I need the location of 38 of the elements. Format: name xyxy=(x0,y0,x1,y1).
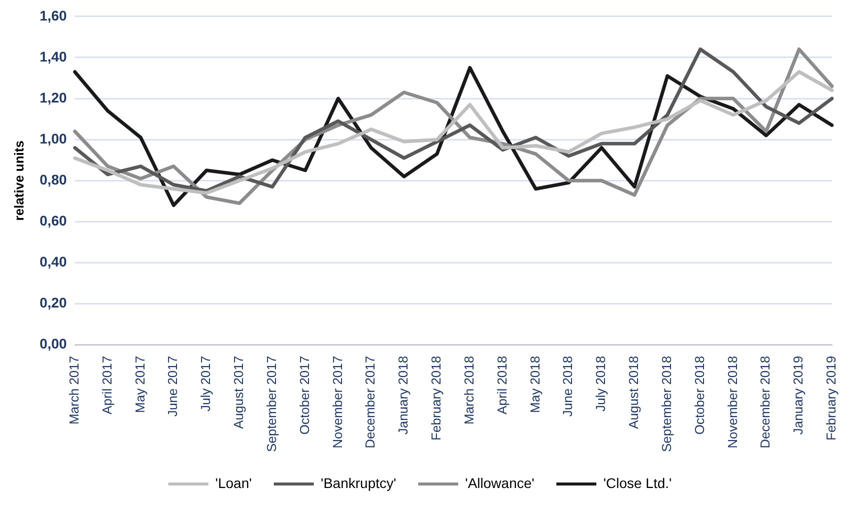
y-axis-title: relative units xyxy=(11,140,26,221)
x-tick-label: May 2018 xyxy=(527,356,542,413)
x-tick-label: March 2017 xyxy=(66,356,82,425)
x-tick-label: November 2018 xyxy=(724,356,740,448)
x-tick-label: February 2019 xyxy=(824,356,839,440)
y-tick-label: 0,00 xyxy=(40,336,68,352)
x-tick-label: February 2018 xyxy=(428,356,444,440)
x-tick-label: August 2017 xyxy=(231,356,246,429)
x-tick-label: June 2018 xyxy=(560,356,576,417)
x-tick-label: July 2017 xyxy=(198,356,214,412)
y-tick-label: 1,60 xyxy=(40,7,68,24)
y-tick-label: 0,40 xyxy=(40,254,68,270)
x-tick-label: December 2017 xyxy=(362,356,378,448)
y-tick-label: 0,60 xyxy=(40,212,68,229)
x-tick-label: December 2018 xyxy=(758,356,773,448)
x-tick-label: May 2017 xyxy=(132,356,148,413)
x-tick-label: March 2018 xyxy=(461,356,476,425)
y-tick-label: 0,20 xyxy=(40,294,68,311)
x-tick-label: September 2017 xyxy=(264,356,279,452)
x-tick-label: April 2017 xyxy=(99,356,114,414)
x-tick-label: October 2018 xyxy=(692,356,707,435)
legend-label: 'Close Ltd.' xyxy=(603,474,672,491)
x-tick-label: November 2017 xyxy=(330,356,345,448)
y-tick-label: 0,80 xyxy=(40,172,68,188)
legend-label: 'Allowance' xyxy=(465,474,534,491)
y-tick-label: 1,40 xyxy=(40,48,68,64)
x-tick-label: January 2019 xyxy=(790,356,806,435)
x-tick-label: June 2017 xyxy=(165,356,180,417)
x-tick-label: January 2018 xyxy=(396,356,411,435)
x-tick-label: July 2018 xyxy=(593,356,608,412)
x-tick-label: April 2018 xyxy=(494,356,510,414)
y-tick-label: 1,00 xyxy=(40,130,68,146)
legend-label: 'Bankruptcy' xyxy=(320,474,396,491)
x-tick-label: October 2017 xyxy=(296,356,312,435)
x-tick-label: September 2018 xyxy=(658,356,674,452)
legend-label: 'Loan' xyxy=(215,474,252,491)
y-tick-label: 1,20 xyxy=(40,89,68,106)
x-tick-label: August 2018 xyxy=(626,356,642,429)
